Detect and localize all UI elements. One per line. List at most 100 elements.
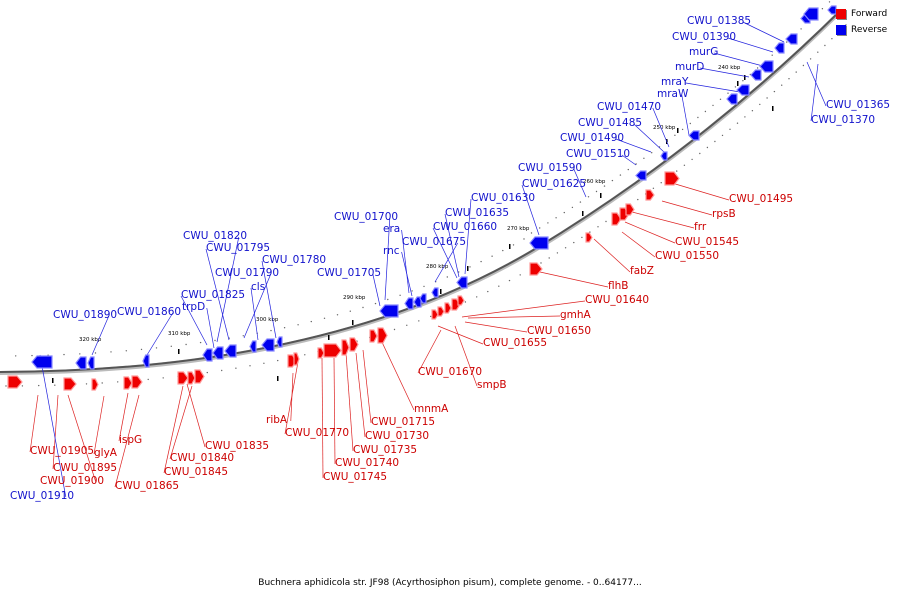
forward-gene bbox=[437, 306, 445, 317]
reverse-swatch bbox=[836, 25, 846, 35]
gene-label: CWU_01825 bbox=[181, 289, 245, 301]
gene-label: glyA bbox=[94, 447, 118, 459]
gene-label: CWU_01590 bbox=[518, 162, 582, 174]
ruler-dot bbox=[502, 249, 504, 252]
ruler-dot bbox=[297, 324, 299, 326]
ruler-dot bbox=[828, 1, 831, 3]
position-mark bbox=[277, 376, 279, 381]
ruler-dot bbox=[199, 341, 202, 344]
gene-label: CWU_01630 bbox=[471, 192, 535, 204]
ruler-dot bbox=[571, 206, 574, 209]
leader-line bbox=[205, 248, 230, 341]
ruler-dot bbox=[283, 327, 286, 329]
leader-line bbox=[434, 242, 459, 283]
forward-gene bbox=[444, 302, 452, 314]
reverse-gene bbox=[142, 354, 150, 368]
scale-tick-label: 240 kbp bbox=[718, 65, 741, 71]
ruler-dot bbox=[349, 310, 351, 312]
leader-line bbox=[146, 312, 174, 356]
gene-label: CWU_01770 bbox=[285, 427, 349, 439]
forward-gene bbox=[131, 375, 143, 389]
gene-label: gmhA bbox=[560, 309, 592, 321]
ruler-dot bbox=[523, 238, 525, 240]
forward-gene bbox=[349, 337, 359, 352]
gene-label: CWU_01705 bbox=[317, 267, 381, 279]
gene-label: CWU_01495 bbox=[729, 193, 793, 205]
forward-gene bbox=[611, 212, 622, 226]
scale-tick-label: 270 kbp bbox=[507, 226, 530, 232]
ruler-dot bbox=[235, 367, 237, 369]
leader-line bbox=[671, 182, 730, 201]
leader-line bbox=[593, 238, 631, 273]
reverse-gene bbox=[224, 344, 237, 358]
ruler-dot bbox=[611, 179, 614, 182]
gene-label: CWU_01675 bbox=[402, 236, 466, 248]
gene-label: CWU_01910 bbox=[10, 490, 74, 502]
ruler-dot bbox=[418, 320, 420, 322]
forward-gene bbox=[7, 375, 23, 389]
gene-label: CWU_01490 bbox=[560, 132, 624, 144]
scale-tick-label: 310 kbp bbox=[168, 331, 191, 337]
leader-line bbox=[206, 307, 215, 349]
ruler-dot bbox=[674, 134, 676, 136]
ruler-dot bbox=[362, 306, 364, 309]
ruler-dot bbox=[54, 384, 56, 386]
leader-line bbox=[39, 354, 67, 498]
ruler-dot bbox=[512, 244, 515, 246]
ruler-dot bbox=[464, 301, 467, 303]
forward-gene bbox=[369, 329, 378, 343]
ruler-dot bbox=[540, 262, 542, 264]
ruler-dot bbox=[487, 290, 489, 293]
reverse-gene bbox=[688, 130, 700, 141]
gene-label: CWU_01510 bbox=[566, 148, 630, 160]
leader-line bbox=[806, 61, 827, 107]
leader-line bbox=[384, 217, 391, 301]
position-mark bbox=[52, 378, 54, 383]
leader-line bbox=[169, 385, 193, 460]
reverse-gene bbox=[660, 151, 668, 161]
leader-line bbox=[362, 349, 372, 424]
position-mark bbox=[600, 193, 602, 198]
ruler-dot bbox=[817, 51, 819, 53]
reverse-gene bbox=[431, 287, 439, 298]
gene-label: flhB bbox=[608, 280, 628, 292]
ruler-dot bbox=[310, 320, 312, 323]
gene-label: CWU_01655 bbox=[483, 337, 547, 349]
forward-gene bbox=[187, 371, 196, 385]
ruler-dot bbox=[423, 285, 425, 288]
gene-label: CWU_01890 bbox=[53, 309, 117, 321]
ruler-dot bbox=[547, 222, 549, 224]
ruler-dots bbox=[5, 1, 847, 387]
gene-label: CWU_01370 bbox=[811, 114, 875, 126]
ruler-dot bbox=[714, 140, 716, 143]
ruler-dot bbox=[727, 92, 729, 94]
scale-tick-label: 280 kbp bbox=[426, 264, 449, 270]
gene-label: CWU_01485 bbox=[578, 117, 642, 129]
ruler-dot bbox=[15, 355, 17, 357]
reverse-gene bbox=[736, 84, 750, 96]
ruler-dot bbox=[498, 285, 500, 287]
ruler-dot bbox=[277, 359, 279, 362]
leader-line bbox=[401, 229, 410, 294]
position-mark bbox=[582, 211, 584, 216]
forward-gene bbox=[625, 203, 635, 216]
ruler-dot bbox=[795, 71, 797, 73]
ruler-dot bbox=[555, 217, 557, 219]
reverse-gene bbox=[261, 338, 275, 352]
reverse-gene bbox=[827, 5, 837, 15]
ruler-dot bbox=[744, 116, 746, 118]
leader-line bbox=[444, 213, 460, 278]
position-mark bbox=[467, 266, 469, 271]
gene-label: CWU_01660 bbox=[433, 221, 497, 233]
reverse-gene bbox=[419, 293, 427, 304]
gene-label: mraW bbox=[657, 88, 689, 100]
forward-gene bbox=[529, 262, 543, 276]
reverse-gene bbox=[276, 336, 283, 348]
ruler-dot bbox=[446, 276, 448, 278]
gene-label: cls bbox=[251, 281, 265, 293]
leader-line bbox=[573, 168, 587, 198]
reverse-gene bbox=[635, 170, 647, 181]
ruler-dot bbox=[117, 381, 119, 383]
leader-line bbox=[432, 227, 458, 279]
gene-label: CWU_01845 bbox=[164, 466, 228, 478]
